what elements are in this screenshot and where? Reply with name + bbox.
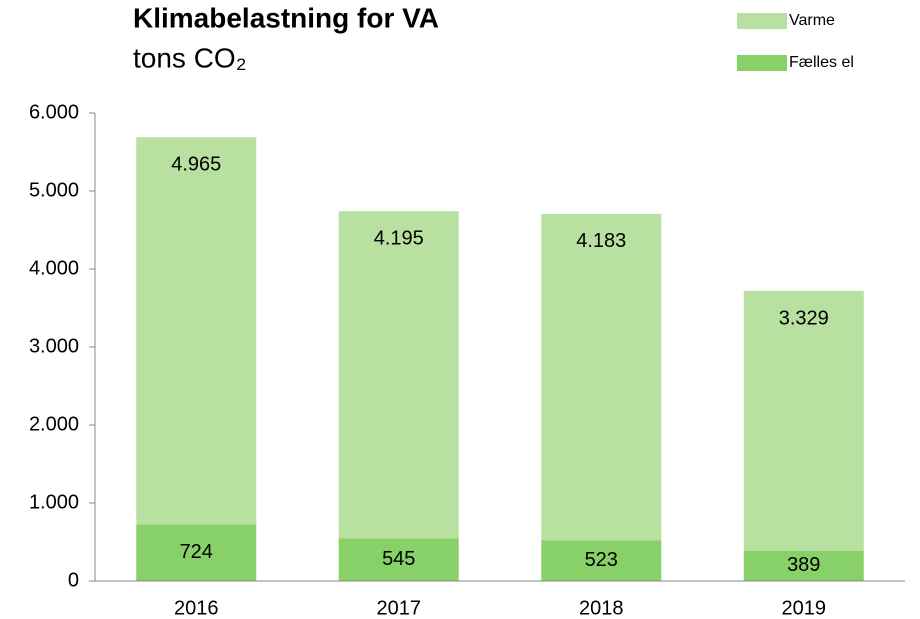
chart-title: Klimabelastning for VA (133, 2, 439, 33)
x-tick-label: 2019 (782, 597, 827, 619)
data-label: 389 (787, 554, 820, 576)
bar-segment (743, 550, 864, 581)
bar-segment (338, 211, 459, 539)
legend-swatch (737, 13, 787, 29)
x-tick-label: 2016 (174, 597, 219, 619)
data-label: 3.329 (779, 307, 829, 329)
y-tick-label: 0 (68, 569, 79, 591)
y-tick-label: 4.000 (29, 257, 79, 279)
y-tick-label: 6.000 (29, 101, 79, 123)
bar-segment (338, 538, 459, 581)
x-tick-label: 2018 (579, 597, 624, 619)
data-label: 4.183 (576, 230, 626, 252)
y-tick-label: 5.000 (29, 179, 79, 201)
y-tick-label: 2.000 (29, 413, 79, 435)
legend-swatch (737, 55, 787, 71)
bar-segment (136, 524, 257, 581)
data-label: 724 (180, 541, 213, 563)
data-label: 545 (382, 548, 415, 570)
bar-segment (541, 540, 662, 581)
y-tick-label: 1.000 (29, 491, 79, 513)
data-label: 523 (585, 549, 618, 571)
bar-segment (743, 290, 864, 551)
chart-subtitle: tons CO₂ (133, 42, 247, 73)
bar-segment (136, 137, 257, 525)
legend-label: Fælles el (789, 54, 854, 71)
bar-segment (541, 213, 662, 541)
data-label: 4.195 (374, 228, 424, 250)
legend-label: Varme (789, 12, 835, 29)
data-label: 4.965 (171, 154, 221, 176)
y-tick-label: 3.000 (29, 335, 79, 357)
x-tick-label: 2017 (377, 597, 422, 619)
